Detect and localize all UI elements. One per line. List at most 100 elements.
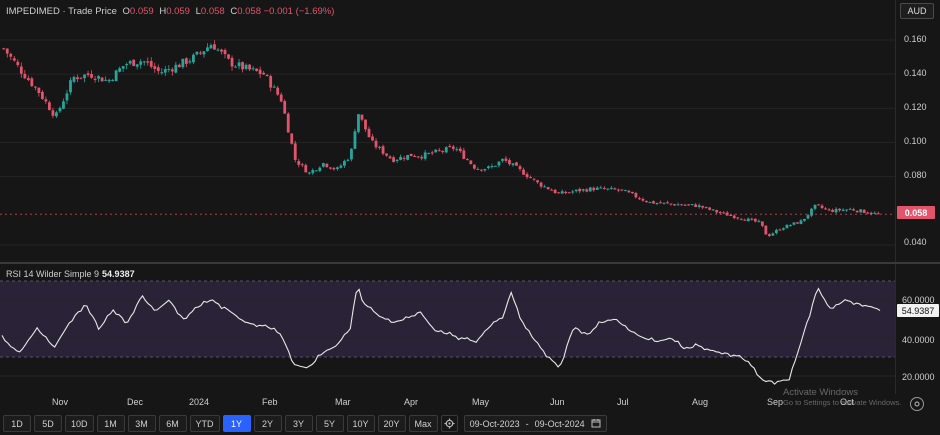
candle-body	[40, 91, 44, 100]
candle-body	[100, 77, 104, 82]
timeframe-3y-button[interactable]: 3Y	[284, 415, 313, 432]
candle-body	[606, 188, 610, 190]
candle-body	[286, 113, 290, 133]
candle-body	[522, 169, 525, 175]
candle-body	[441, 151, 445, 153]
timeframe-5d-button[interactable]: 5D	[34, 415, 62, 432]
price-tick: 0.100	[904, 136, 927, 146]
candle-body	[392, 157, 395, 162]
candle-body	[613, 188, 617, 190]
candle-body	[255, 68, 259, 72]
candle-body	[51, 110, 55, 116]
time-tick: Sep	[767, 397, 784, 407]
timeframe-ytd-button[interactable]: YTD	[189, 415, 220, 432]
candle-body	[704, 207, 708, 209]
candle-body	[662, 202, 666, 204]
candle-body	[262, 72, 266, 75]
candle-body	[125, 64, 129, 66]
candle-body	[546, 187, 550, 190]
candle-body	[350, 148, 353, 160]
timeframe-1d-button[interactable]: 1D	[3, 415, 31, 432]
timeframe-10y-button[interactable]: 10Y	[346, 415, 375, 432]
candle-body	[146, 61, 150, 63]
currency-button[interactable]: AUD	[900, 3, 934, 19]
price-tick: 0.140	[904, 68, 927, 78]
candle-body	[12, 58, 16, 61]
candle-body	[413, 155, 417, 157]
candle-body	[19, 66, 23, 74]
calendar-icon[interactable]	[591, 418, 601, 430]
candle-body	[378, 146, 381, 148]
timeframe-1y-button[interactable]: 1Y	[222, 415, 251, 432]
candle-body	[30, 78, 34, 87]
candle-body	[841, 209, 845, 211]
rsi-chart[interactable]	[0, 264, 895, 394]
time-axis[interactable]: Nov Dec 2024 Feb Mar Apr May Jun Jul Aug…	[0, 394, 895, 412]
candle-body	[339, 165, 343, 168]
open-value: 0.059	[129, 6, 154, 17]
rsi-axis[interactable]: 60.0000 40.0000 20.0000	[895, 264, 940, 394]
candle-body	[550, 189, 554, 191]
candle-body	[708, 207, 712, 210]
candle-body	[824, 208, 827, 210]
candle-body	[578, 188, 582, 192]
candle-body	[690, 204, 694, 206]
candle-body	[479, 169, 483, 171]
price-tick: 0.160	[904, 34, 927, 44]
timeframe-10d-button[interactable]: 10D	[65, 415, 94, 432]
candle-body	[213, 44, 216, 50]
windows-activation-watermark: Activate Windows Go to Settings to activ…	[783, 388, 901, 408]
symbol-title: IMPEDIMED · Trade Price	[6, 6, 117, 17]
time-tick: May	[472, 397, 490, 407]
candle-body	[760, 221, 764, 226]
price-chart[interactable]	[0, 0, 895, 262]
price-panel[interactable]: IMPEDIMED · Trade Price O0.059 H0.059 L0…	[0, 0, 895, 262]
candle-body	[817, 204, 820, 206]
timeframe-1m-button[interactable]: 1M	[96, 415, 125, 432]
candle-body	[121, 66, 125, 69]
time-tick: Mar	[335, 397, 351, 407]
candle-body	[725, 212, 729, 216]
gear-icon[interactable]	[440, 415, 458, 432]
timeframe-max-button[interactable]: Max	[408, 415, 438, 432]
candle-body	[743, 219, 747, 221]
timeframe-3m-button[interactable]: 3M	[127, 415, 156, 432]
candle-body	[374, 140, 378, 148]
candle-body	[683, 204, 687, 206]
candle-body	[290, 133, 294, 144]
rsi-name: RSI 14 Wilder Simple 9	[6, 269, 100, 279]
candle-body	[631, 191, 634, 194]
candle-body	[736, 217, 740, 219]
candle-body	[371, 136, 374, 141]
candle-body	[118, 68, 122, 72]
candle-body	[588, 187, 592, 192]
candle-body	[167, 68, 171, 70]
candle-body	[269, 76, 273, 88]
candle-body	[335, 167, 339, 169]
candle-body	[739, 218, 743, 220]
candle-body	[430, 152, 434, 154]
candle-body	[645, 201, 648, 203]
timeframe-2y-button[interactable]: 2Y	[253, 415, 282, 432]
settings-icon[interactable]	[910, 397, 924, 411]
candle-body	[806, 215, 810, 219]
rsi-panel[interactable]: RSI 14 Wilder Simple 9 54.9387	[0, 264, 895, 394]
candle-body	[86, 73, 90, 76]
candle-body	[163, 69, 167, 73]
timeframe-5y-button[interactable]: 5Y	[315, 415, 344, 432]
price-axis[interactable]: AUD 0.160 0.140 0.120 0.100 0.080 0.040	[895, 0, 940, 262]
candle-body	[142, 61, 146, 63]
candle-body	[72, 76, 76, 82]
candle-body	[581, 189, 585, 191]
timeframe-6m-button[interactable]: 6M	[158, 415, 187, 432]
high-value: 0.059	[166, 6, 190, 17]
candle-body	[272, 86, 276, 88]
candle-body	[97, 76, 100, 79]
candle-body	[297, 160, 301, 165]
candle-body	[855, 210, 859, 213]
candle-body	[258, 69, 262, 75]
timeframe-20y-button[interactable]: 20Y	[377, 415, 406, 432]
date-range-picker[interactable]: 09-Oct-2023 - 09-Oct-2024	[463, 415, 607, 432]
panel-divider[interactable]	[0, 262, 940, 264]
candle-body	[357, 114, 360, 132]
